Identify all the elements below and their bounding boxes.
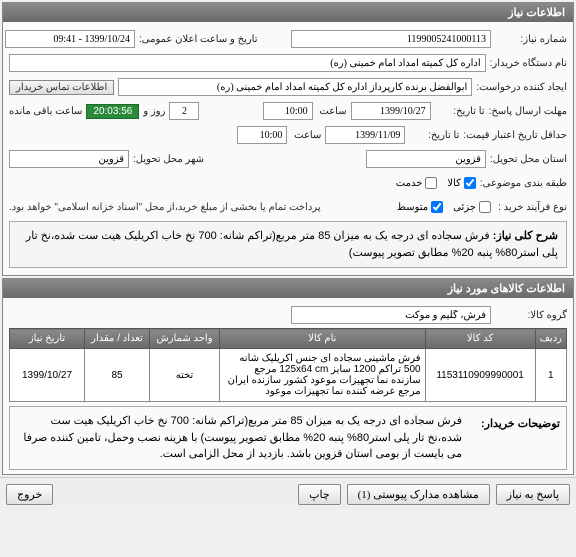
- process-label: نوع فرآیند خرید :: [495, 202, 567, 213]
- buyer-desc-box: توضیحات خریدار: فرش سجاده ای درجه یک به …: [9, 406, 567, 470]
- remain-label: ساعت باقی مانده: [9, 106, 82, 117]
- chk-goods-input[interactable]: [464, 177, 476, 189]
- th-name: نام کالا: [220, 329, 426, 349]
- delivery-province-field[interactable]: [366, 150, 486, 168]
- th-code: کد کالا: [425, 329, 535, 349]
- general-title-text: فرش سجاده ای درجه یک به میزان 85 متر مرب…: [26, 230, 558, 259]
- delivery-city-label: شهر محل تحویل:: [133, 154, 204, 165]
- category-checks: کالا خدمت: [396, 174, 476, 192]
- footer-toolbar: پاسخ به نیاز مشاهده مدارک پیوستی (1) چاپ…: [0, 477, 576, 511]
- reply-button[interactable]: پاسخ به نیاز: [496, 484, 570, 505]
- days-remain-field: [169, 102, 199, 120]
- chk-mid[interactable]: متوسط: [397, 201, 443, 213]
- attachments-button[interactable]: مشاهده مدارک پیوستی (1): [347, 484, 490, 505]
- process-checks: جزئی متوسط: [397, 198, 491, 216]
- need-no-label: شماره نیاز:: [495, 34, 567, 45]
- chk-low[interactable]: جزئی: [453, 201, 491, 213]
- deadline-time-field[interactable]: [263, 102, 313, 120]
- group-label: گروه کالا:: [495, 310, 567, 321]
- panel2-body: گروه کالا: ردیف کد کالا نام کالا واحد شم…: [3, 298, 573, 474]
- buyer-desc-text: فرش سجاده ای درجه یک به میزان 85 متر مرب…: [16, 413, 462, 463]
- need-info-panel: اطلاعات نیاز شماره نیاز: تاریخ و ساعت اع…: [2, 2, 574, 276]
- time-label-2: ساعت: [291, 130, 321, 141]
- panel2-header: اطلاعات کالاهای مورد نیاز: [3, 279, 573, 298]
- table-row[interactable]: 1 1153110909990001 فرش ماشینی سجاده ای ج…: [10, 349, 567, 402]
- cell-code: 1153110909990001: [425, 349, 535, 402]
- panel1-body: شماره نیاز: تاریخ و ساعت اعلان عمومی: نا…: [3, 22, 573, 275]
- buyer-org-field[interactable]: [9, 54, 486, 72]
- cell-idx: 1: [535, 349, 566, 402]
- goods-info-panel: اطلاعات کالاهای مورد نیاز گروه کالا: ردی…: [2, 278, 574, 475]
- announce-label: تاریخ و ساعت اعلان عمومی:: [139, 34, 258, 45]
- cell-date: 1399/10/27: [10, 349, 85, 402]
- th-unit: واحد شمارش: [150, 329, 220, 349]
- announce-field[interactable]: [5, 30, 135, 48]
- goods-table: ردیف کد کالا نام کالا واحد شمارش تعداد /…: [9, 328, 567, 402]
- validity-label: حداقل تاریخ اعتبار قیمت:: [463, 130, 567, 141]
- chk-low-input[interactable]: [479, 201, 491, 213]
- table-header-row: ردیف کد کالا نام کالا واحد شمارش تعداد /…: [10, 329, 567, 349]
- buyer-org-label: نام دستگاه خریدار:: [490, 58, 567, 69]
- chk-goods[interactable]: کالا: [447, 177, 476, 189]
- creator-label: ایجاد کننده درخواست:: [476, 82, 567, 93]
- exit-button[interactable]: خروج: [6, 484, 53, 505]
- countdown-timer: 20:03:56: [86, 104, 139, 119]
- chk-service-input[interactable]: [425, 177, 437, 189]
- chk-mid-input[interactable]: [431, 201, 443, 213]
- validity-to-label: تا تاریخ:: [409, 130, 459, 141]
- need-no-field[interactable]: [291, 30, 491, 48]
- deadline-date-field[interactable]: [351, 102, 431, 120]
- delivery-province-label: استان محل تحویل:: [490, 154, 567, 165]
- cell-name: فرش ماشینی سجاده ای جنس اکریلیک شانه 500…: [220, 349, 426, 402]
- print-button[interactable]: چاپ: [298, 484, 341, 505]
- panel1-header: اطلاعات نیاز: [3, 3, 573, 22]
- general-title-label: شرح کلی نیاز:: [493, 230, 558, 242]
- creator-field[interactable]: [118, 78, 472, 96]
- buyer-desc-label: توضیحات خریدار:: [470, 413, 560, 430]
- budget-label: طبقه بندی موضوعی:: [480, 178, 567, 189]
- days-label: روز و: [143, 106, 165, 117]
- deadline-label: مهلت ارسال پاسخ:: [489, 106, 567, 117]
- th-date: تاریخ نیاز: [10, 329, 85, 349]
- contact-buyer-button[interactable]: اطلاعات تماس خریدار: [9, 80, 114, 95]
- general-title-box: شرح کلی نیاز: فرش سجاده ای درجه یک به می…: [9, 221, 567, 268]
- validity-time-field[interactable]: [237, 126, 287, 144]
- th-idx: ردیف: [535, 329, 566, 349]
- cell-unit: تخته: [150, 349, 220, 402]
- time-label-1: ساعت: [317, 106, 347, 117]
- group-field[interactable]: [291, 306, 491, 324]
- chk-service[interactable]: خدمت: [396, 177, 438, 189]
- treasury-note: پرداخت تمام یا بخشی از مبلغ خرید،از محل …: [9, 199, 321, 216]
- deadline-to-label: تا تاریخ:: [435, 106, 485, 117]
- validity-date-field[interactable]: [325, 126, 405, 144]
- th-qty: تعداد / مقدار: [85, 329, 150, 349]
- delivery-city-field[interactable]: [9, 150, 129, 168]
- cell-qty: 85: [85, 349, 150, 402]
